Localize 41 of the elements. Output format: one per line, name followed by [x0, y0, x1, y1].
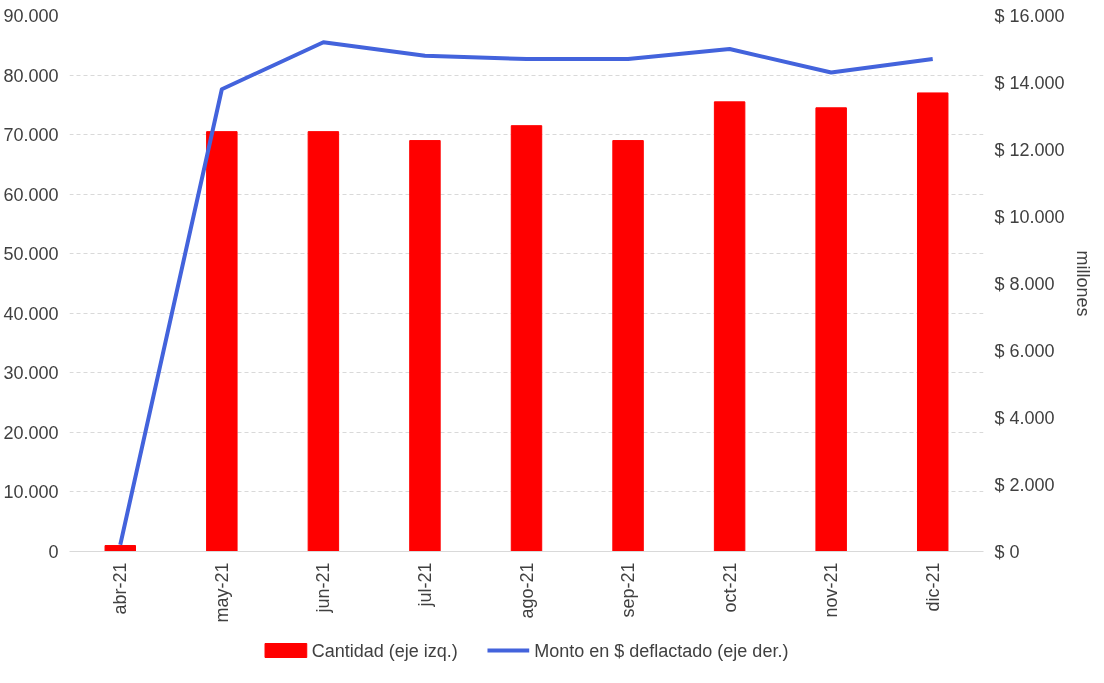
x-tick-label: may-21 — [211, 562, 232, 623]
y2-tick-label: $ 6.000 — [994, 340, 1055, 361]
legend-label: Monto en $ deflactado (eje der.) — [534, 640, 789, 661]
bar — [916, 92, 949, 552]
y-tick-label: 90.000 — [3, 6, 59, 26]
y-tick-label: 30.000 — [3, 363, 59, 384]
y-tick-label: 10.000 — [3, 482, 59, 503]
y-tick-label: 20.000 — [3, 422, 59, 443]
x-tick-label: jul-21 — [414, 562, 435, 608]
y2-tick-label: $ 10.000 — [994, 206, 1065, 227]
y-tick-label: 40.000 — [3, 303, 59, 324]
y-tick-label: 0 — [48, 542, 59, 562]
x-tick-label: abr-21 — [110, 562, 131, 615]
x-tick-label: sep-21 — [618, 562, 639, 618]
y2-tick-label: $ 2.000 — [994, 474, 1055, 495]
x-tick-label: oct-21 — [719, 562, 740, 613]
y2-tick-label: $ 4.000 — [994, 407, 1055, 428]
y-tick-label: 60.000 — [3, 184, 59, 205]
y-tick-label: 70.000 — [3, 125, 59, 146]
x-tick-label: ago-21 — [516, 562, 537, 619]
bar — [307, 131, 340, 552]
y2-tick-label: $ 16.000 — [994, 5, 1065, 26]
bar — [713, 101, 746, 552]
bar — [815, 107, 847, 552]
y2-axis-title: millones — [1072, 250, 1093, 317]
legend-label: Cantidad (eje izq.) — [311, 640, 458, 661]
bar — [206, 131, 238, 552]
x-tick-label: jun-21 — [313, 562, 334, 614]
bar — [409, 140, 441, 552]
bar — [510, 125, 543, 552]
y2-tick-label: $ 0 — [994, 541, 1020, 562]
bar — [104, 545, 137, 552]
x-tick-label: dic-21 — [922, 562, 943, 612]
bar — [612, 140, 644, 552]
y-tick-label: 80.000 — [3, 65, 59, 86]
x-tick-label: nov-21 — [821, 562, 842, 618]
y2-tick-label: $ 14.000 — [994, 72, 1065, 93]
y-tick-label: 50.000 — [3, 244, 59, 265]
y2-tick-label: $ 8.000 — [994, 273, 1055, 294]
y2-tick-label: $ 12.000 — [994, 139, 1065, 160]
line-series — [118, 40, 935, 547]
